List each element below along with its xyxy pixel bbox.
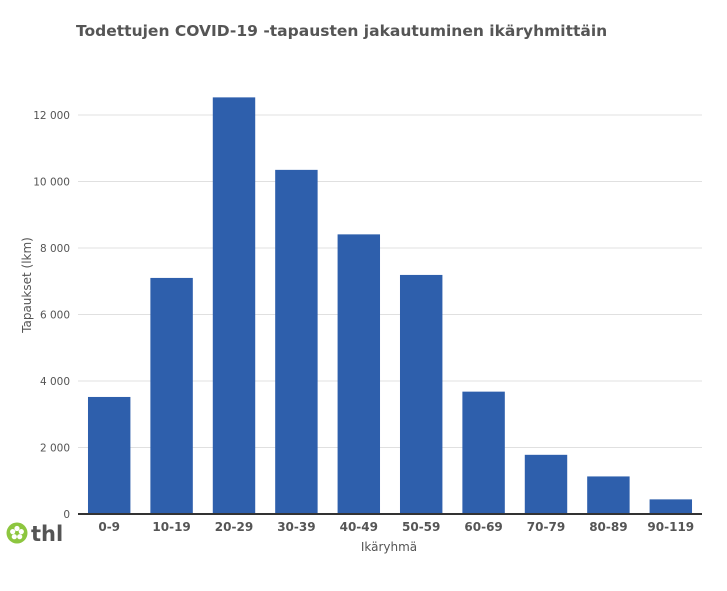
bar-90-119 [649, 499, 693, 514]
y-tick-label: 6 000 [40, 310, 70, 322]
x-tick-label: 80-89 [589, 520, 627, 534]
y-tick-label: 12 000 [33, 110, 70, 122]
chart-title: Todettujen COVID-19 -tapausten jakautumi… [76, 22, 608, 40]
bar-80-89 [587, 476, 630, 514]
bar-70-79 [524, 454, 568, 514]
gridlines [78, 114, 702, 448]
bar-40-49 [337, 234, 381, 514]
y-tick-label: 0 [63, 509, 70, 521]
bar-60-69 [462, 391, 505, 514]
logo-wordmark: thl [31, 522, 63, 546]
y-axis-ticks: 0 2 000 4 000 6 000 8 000 10 000 12 000 [33, 110, 70, 521]
thl-logo: thl [6, 522, 63, 546]
x-tick-label: 30-39 [277, 520, 315, 534]
bars [87, 97, 693, 515]
x-tick-label: 0-9 [98, 520, 120, 534]
x-tick-label: 70-79 [527, 520, 565, 534]
bar-30-39 [275, 169, 318, 515]
bar-10-19 [150, 277, 193, 514]
x-tick-label: 60-69 [464, 520, 502, 534]
flower-icon [6, 522, 28, 544]
x-axis-label: Ikäryhmä [360, 540, 418, 554]
bar-50-59 [399, 274, 443, 514]
x-axis-ticks: 0-9 10-19 20-29 30-39 40-49 50-59 60-69 70-79 80… [98, 520, 694, 534]
y-tick-label: 10 000 [33, 177, 70, 189]
bar-0-9 [87, 396, 131, 514]
x-tick-label: 50-59 [402, 520, 440, 534]
x-tick-label: 40-49 [340, 520, 378, 534]
x-tick-label: 10-19 [152, 520, 190, 534]
y-tick-label: 4 000 [40, 376, 70, 388]
x-tick-label: 90-119 [647, 520, 694, 534]
y-tick-label: 2 000 [40, 443, 70, 455]
bar-20-29 [212, 97, 256, 514]
y-tick-label: 8 000 [40, 243, 70, 255]
y-axis-label: Tapaukset (lkm) [20, 237, 34, 333]
x-tick-label: 20-29 [215, 520, 253, 534]
